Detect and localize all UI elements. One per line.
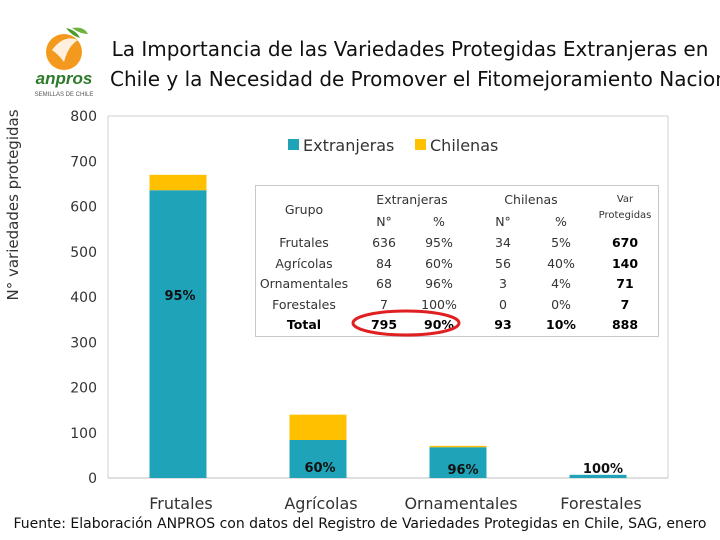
title-line-2: Chile y la Necesidad de Promover el Fito…: [110, 67, 720, 91]
source-footer: Fuente: Elaboración ANPROS con datos del…: [13, 516, 707, 532]
y-axis-label: N° variedades protegidas: [4, 109, 22, 301]
data-table: Grupo Extranjeras Chilenas Var Protegida…: [255, 185, 659, 337]
x-tick-labels: Frutales Agrícolas Ornamentales Forestales: [149, 494, 642, 513]
bar-chilenas-agrícolas: [289, 414, 347, 440]
page-title: La Importancia de las Variedades Protegi…: [110, 34, 720, 94]
table-cell-var: 7: [620, 296, 630, 312]
anpros-logo: anpros SEMILLAS DE CHILE: [22, 26, 108, 102]
table-cell-chi-n: 56: [495, 255, 511, 271]
legend-swatch: [415, 139, 426, 150]
table-cell-chi-n: 34: [495, 235, 511, 250]
table-cell-ext-pct: 60%: [425, 255, 453, 271]
legend-label: Extranjeras: [303, 136, 394, 155]
table-cell-chi-n: 3: [499, 276, 507, 291]
table-cell-var: 670: [611, 235, 639, 250]
table-cell-ext-pct: 90%: [424, 317, 454, 332]
table-cell-ext-n: 795: [370, 317, 398, 332]
table-header-protegidas: Protegidas: [598, 210, 652, 221]
y-tick-label: 200: [70, 381, 97, 397]
table-cell-chi-pct: 10%: [546, 317, 576, 332]
table-cell-chi-pct: 4%: [551, 276, 571, 291]
bar-extranjeras-forestales: [569, 474, 627, 478]
x-tick-label: Forestales: [560, 494, 642, 513]
bar-data-label: 95%: [164, 289, 195, 304]
y-tick-labels: 0 100 200 300 400 500 600 700 800: [70, 109, 97, 487]
bar-data-label: 60%: [304, 461, 335, 476]
table-cell-ext-n: 84: [376, 255, 392, 271]
table-cell-chi-pct: 5%: [551, 235, 571, 250]
bar-extranjeras-agrícolas: [289, 439, 347, 478]
bar-chilenas-ornamentales: [429, 445, 487, 448]
x-tick-label: Ornamentales: [404, 494, 517, 513]
table-cell-ext-n: 636: [372, 235, 396, 250]
table-cell-ext-n: 68: [376, 276, 392, 291]
table-cell-grupo: Frutales: [279, 235, 329, 250]
x-tick-label: Agrícolas: [284, 494, 357, 513]
table-header-var: Var: [616, 194, 634, 205]
bar-data-label: 100%: [583, 462, 623, 477]
y-tick-label: 400: [70, 290, 97, 306]
table-subheader-chi-n: N°: [495, 214, 511, 229]
chart-legend: Extranjeras Chilenas: [288, 136, 498, 155]
table-cell-chi-pct: 0%: [551, 296, 571, 312]
title-line-1: La Importancia de las Variedades Protegi…: [111, 37, 709, 61]
table-cell-ext-pct: 96%: [425, 276, 453, 291]
y-tick-label: 800: [70, 109, 97, 125]
bar-data-label: 96%: [447, 463, 478, 478]
table-cell-chi-n: 93: [494, 317, 512, 332]
table-cell-var: 71: [616, 276, 634, 291]
bar-chilenas-frutales: [149, 174, 207, 191]
total-highlight-ellipse: [351, 309, 461, 337]
table-cell-grupo: Forestales: [272, 296, 336, 312]
table-cell-ext-pct: 95%: [425, 235, 453, 250]
table-cell-grupo: Ornamentales: [259, 276, 349, 291]
table-cell-chi-pct: 40%: [547, 255, 575, 271]
table-header-chilenas: Chilenas: [504, 192, 558, 207]
bar-data-labels: 95% 60% 96% 100%: [164, 289, 623, 478]
table-subheader-ext-n: N°: [376, 214, 392, 229]
svg-text:anpros: anpros: [36, 69, 93, 88]
bar-series: [149, 174, 627, 478]
table-cell-var: 888: [611, 317, 639, 332]
table-cell-ext-pct: 100%: [421, 296, 457, 312]
table-header-extranjeras: Extranjeras: [376, 192, 448, 207]
table-subheader-chi-pct: %: [555, 214, 567, 229]
y-tick-label: 300: [70, 335, 97, 351]
bar-extranjeras-frutales: [149, 190, 207, 478]
table-header-grupo: Grupo: [284, 202, 324, 217]
table-cell-var: 140: [611, 255, 639, 271]
legend-swatch: [288, 139, 299, 150]
legend-label: Chilenas: [430, 136, 498, 155]
y-tick-label: 700: [70, 154, 97, 170]
y-tick-label: 100: [70, 426, 97, 442]
table-cell-ext-n: 7: [380, 296, 388, 312]
y-tick-label: 600: [70, 200, 97, 216]
x-tick-label: Frutales: [149, 494, 212, 513]
table-cell-chi-n: 0: [499, 296, 507, 312]
svg-text:SEMILLAS DE CHILE: SEMILLAS DE CHILE: [35, 92, 94, 98]
table-subheader-ext-pct: %: [433, 214, 445, 229]
y-tick-label: 500: [70, 245, 97, 261]
table-cell-grupo: Total: [286, 317, 322, 332]
y-tick-label: 0: [88, 471, 97, 487]
table-cell-grupo: Agrícolas: [275, 255, 333, 271]
bar-extranjeras-ornamentales: [429, 447, 487, 478]
